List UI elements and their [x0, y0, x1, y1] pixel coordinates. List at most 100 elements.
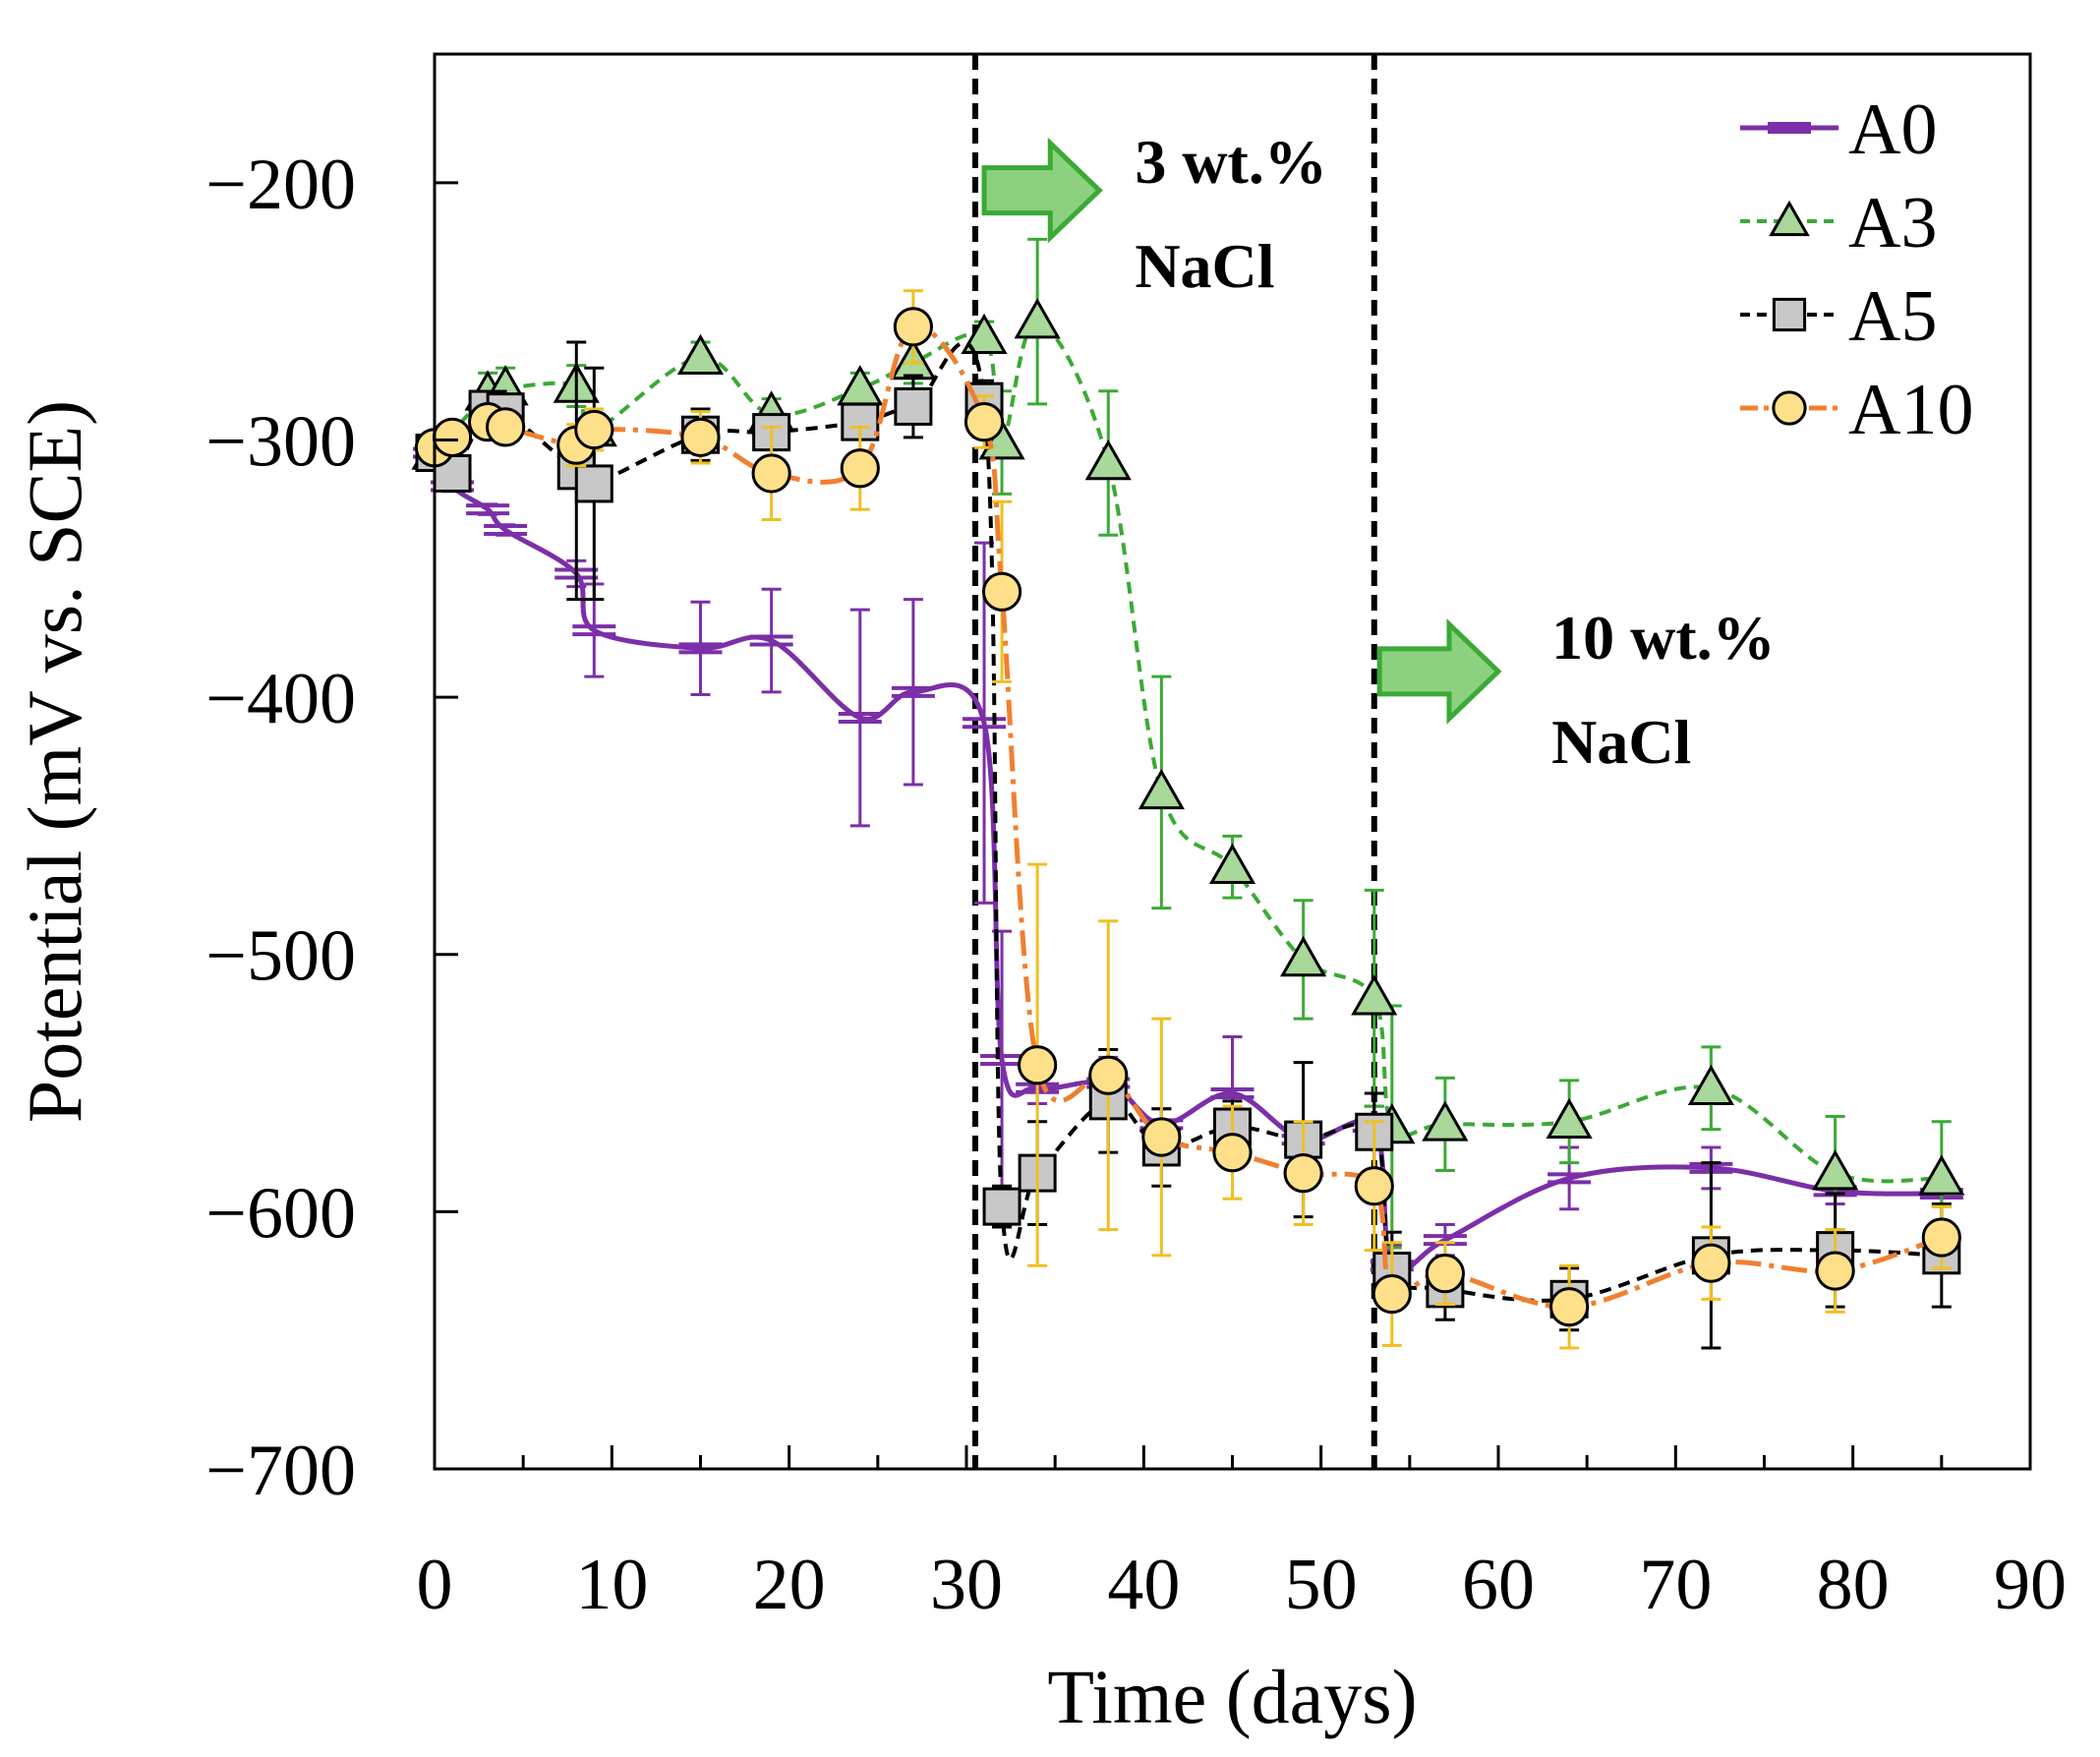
data-point-a0 [962, 717, 1007, 730]
data-point-a0 [1210, 1087, 1254, 1100]
data-point-a3 [837, 365, 884, 406]
data-point-a0 [838, 712, 882, 725]
series-line-a10 [433, 323, 1943, 1310]
data-point-a10 [680, 417, 721, 457]
series-line-a3 [433, 320, 1942, 1184]
series-line-a5 [433, 340, 1942, 1303]
data-point-a10 [486, 407, 526, 447]
annotation-text: 3 wt.% [1135, 127, 1327, 197]
data-point-a3 [676, 333, 725, 375]
data-point-a10 [1018, 1045, 1058, 1085]
data-point-a5 [894, 386, 933, 426]
x-tick-label: 60 [1462, 1545, 1535, 1625]
arrow-icon [981, 137, 1103, 244]
series-a0 [413, 445, 1963, 1288]
data-point-a10 [1425, 1254, 1466, 1294]
legend-item-a0: A0 [1740, 89, 1937, 170]
x-axis-label: Time (days) [1047, 1654, 1417, 1739]
x-tick-label: 0 [417, 1545, 453, 1625]
data-point-a10 [963, 402, 1005, 442]
y-tick-label: −200 [205, 145, 356, 225]
data-point-a3 [1351, 974, 1398, 1016]
y-tick-label: −400 [205, 659, 356, 739]
data-point-a0 [678, 642, 723, 655]
data-point-a0 [466, 503, 510, 516]
data-point-a5 [1772, 297, 1807, 332]
data-point-a10 [1283, 1153, 1323, 1194]
data-point-a10 [1815, 1251, 1855, 1291]
data-point-a10 [981, 571, 1022, 612]
legend-item-a10: A10 [1740, 370, 1973, 450]
series-a10 [414, 289, 1961, 1350]
y-tick-label: −300 [205, 401, 356, 482]
legend-label: A10 [1848, 370, 1973, 450]
data-point-a10 [1088, 1055, 1129, 1095]
data-point-a3 [1138, 768, 1185, 810]
data-point-a10 [1212, 1133, 1253, 1173]
data-point-a10 [1691, 1243, 1731, 1283]
x-tick-label: 50 [1285, 1545, 1358, 1625]
annotation-text: NaCl [1551, 707, 1691, 777]
legend-item-a5: A5 [1740, 276, 1937, 357]
data-point-a0 [1768, 122, 1811, 134]
arrow-icon [1376, 618, 1502, 725]
data-point-a0 [891, 685, 935, 698]
data-point-a3 [1422, 1100, 1469, 1142]
data-point-a3 [1084, 439, 1132, 481]
data-point-a0 [749, 634, 793, 647]
data-point-a0 [980, 1053, 1024, 1066]
data-point-a3 [961, 313, 1008, 355]
data-point-a5 [982, 1187, 1021, 1226]
data-point-a3 [1687, 1064, 1734, 1106]
x-tick-label: 80 [1817, 1545, 1890, 1625]
data-point-a5 [574, 464, 613, 503]
data-point-a10 [751, 453, 791, 494]
y-tick-label: −700 [205, 1431, 356, 1511]
legend-label: A5 [1848, 276, 1937, 357]
axis-layer: 0 10 20 30 40 50 60 70 80 90 −700 −600 −500 −400 −300 −… [205, 145, 2067, 1625]
legend: A0 A3 A5 A10 [1740, 89, 1973, 450]
data-point-a3 [1546, 1097, 1593, 1140]
data-point-a3 [1280, 935, 1327, 977]
data-point-a10 [1549, 1287, 1590, 1327]
annotation-text: NaCl [1135, 231, 1274, 301]
annotation-1: 3 wt.% NaCl [981, 127, 1327, 301]
data-point-a3 [1769, 200, 1810, 237]
series-a5 [415, 340, 1961, 1350]
data-point-a3 [1208, 843, 1256, 885]
data-point-a10 [574, 409, 614, 450]
y-axis-label: Potential (mV vs. SCE) [12, 400, 97, 1123]
data-point-a3 [1014, 298, 1061, 339]
data-point-a10 [1371, 1273, 1412, 1315]
annotation-2: 10 wt.% NaCl [1376, 603, 1776, 777]
annotation-text: 10 wt.% [1551, 603, 1776, 673]
data-point-a0 [484, 524, 528, 537]
data-point-a10 [432, 417, 473, 457]
series-line-a0 [432, 451, 1942, 1274]
x-tick-label: 20 [753, 1545, 826, 1625]
x-tick-label: 10 [575, 1545, 648, 1625]
data-point-a10 [840, 448, 880, 489]
annotation-layer: 3 wt.% NaCl 10 wt.% NaCl [981, 127, 1776, 777]
data-point-a10 [1772, 390, 1807, 426]
x-tick-label: 90 [1994, 1545, 2067, 1625]
legend-label: A3 [1848, 183, 1937, 264]
y-tick-label: −600 [205, 1173, 356, 1254]
data-point-a3 [1812, 1149, 1859, 1191]
data-point-a0 [1547, 1172, 1592, 1185]
legend-label: A0 [1848, 89, 1937, 170]
y-tick-label: −500 [205, 916, 356, 997]
data-point-a0 [572, 624, 616, 637]
data-point-a3 [1918, 1154, 1965, 1196]
stage-divider-lines [972, 54, 1377, 1469]
series-layer [411, 237, 1965, 1350]
series-a3 [411, 237, 1965, 1250]
data-point-a10 [1354, 1166, 1394, 1206]
legend-item-a3: A3 [1740, 183, 1937, 264]
x-tick-label: 30 [930, 1545, 1003, 1625]
x-tick-label: 40 [1107, 1545, 1180, 1625]
data-point-a10 [893, 307, 934, 347]
x-tick-label: 70 [1639, 1545, 1712, 1625]
data-point-a10 [1921, 1217, 1961, 1258]
